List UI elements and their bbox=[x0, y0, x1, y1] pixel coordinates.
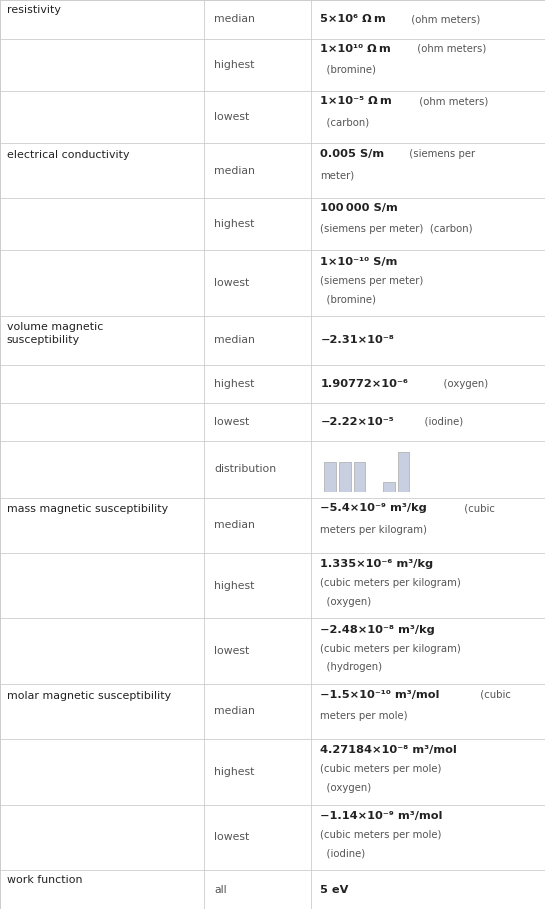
Text: 1×10¹⁰ Ω m: 1×10¹⁰ Ω m bbox=[320, 44, 391, 54]
Text: highest: highest bbox=[214, 219, 255, 229]
Text: (cubic: (cubic bbox=[477, 690, 511, 700]
Text: meters per mole): meters per mole) bbox=[320, 712, 408, 722]
Text: −2.48×10⁻⁸ m³/kg: −2.48×10⁻⁸ m³/kg bbox=[320, 624, 435, 634]
Text: 4.27184×10⁻⁸ m³/mol: 4.27184×10⁻⁸ m³/mol bbox=[320, 745, 457, 755]
Text: 1.90772×10⁻⁶: 1.90772×10⁻⁶ bbox=[320, 379, 408, 389]
Text: 5 eV: 5 eV bbox=[320, 884, 349, 894]
Text: lowest: lowest bbox=[214, 112, 250, 122]
Text: (cubic: (cubic bbox=[461, 504, 495, 514]
Text: median: median bbox=[214, 335, 255, 345]
Text: (cubic meters per kilogram): (cubic meters per kilogram) bbox=[320, 578, 461, 588]
Text: (carbon): (carbon) bbox=[320, 117, 370, 127]
Text: (siemens per meter)  (carbon): (siemens per meter) (carbon) bbox=[320, 225, 473, 235]
Text: median: median bbox=[214, 165, 255, 175]
Text: (bromine): (bromine) bbox=[320, 295, 377, 305]
Text: lowest: lowest bbox=[214, 833, 250, 843]
Text: (oxygen): (oxygen) bbox=[320, 597, 372, 607]
Text: work function: work function bbox=[7, 874, 82, 884]
Text: (ohm meters): (ohm meters) bbox=[408, 15, 480, 25]
Text: meter): meter) bbox=[320, 171, 355, 181]
Text: highest: highest bbox=[214, 766, 255, 776]
Text: (cubic meters per mole): (cubic meters per mole) bbox=[320, 830, 442, 840]
Text: median: median bbox=[214, 520, 255, 530]
Text: (hydrogen): (hydrogen) bbox=[320, 663, 383, 673]
Text: (iodine): (iodine) bbox=[320, 849, 366, 859]
Text: lowest: lowest bbox=[214, 278, 250, 288]
Text: 1×10⁻⁵ Ω m: 1×10⁻⁵ Ω m bbox=[320, 96, 392, 106]
Text: (oxygen): (oxygen) bbox=[320, 783, 372, 793]
Text: mass magnetic susceptibility: mass magnetic susceptibility bbox=[7, 504, 168, 514]
Text: highest: highest bbox=[214, 60, 255, 70]
Text: (ohm meters): (ohm meters) bbox=[416, 96, 488, 106]
Text: resistivity: resistivity bbox=[7, 5, 60, 15]
Text: 100 000 S/m: 100 000 S/m bbox=[320, 204, 398, 214]
Text: volume magnetic
susceptibility: volume magnetic susceptibility bbox=[7, 322, 103, 345]
Text: all: all bbox=[214, 884, 227, 894]
Text: −1.14×10⁻⁹ m³/mol: −1.14×10⁻⁹ m³/mol bbox=[320, 811, 443, 821]
Text: 0.005 S/m: 0.005 S/m bbox=[320, 149, 385, 159]
Text: (cubic meters per kilogram): (cubic meters per kilogram) bbox=[320, 644, 461, 654]
Text: lowest: lowest bbox=[214, 416, 250, 426]
Text: −5.4×10⁻⁹ m³/kg: −5.4×10⁻⁹ m³/kg bbox=[320, 504, 427, 514]
Text: distribution: distribution bbox=[214, 464, 276, 474]
Text: (siemens per meter): (siemens per meter) bbox=[320, 275, 424, 285]
Text: (bromine): (bromine) bbox=[320, 65, 377, 75]
Text: (oxygen): (oxygen) bbox=[437, 379, 488, 389]
Text: highest: highest bbox=[214, 379, 255, 389]
Text: (siemens per: (siemens per bbox=[406, 149, 475, 159]
Text: electrical conductivity: electrical conductivity bbox=[7, 150, 129, 160]
Text: 1×10⁻¹⁰ S/m: 1×10⁻¹⁰ S/m bbox=[320, 256, 398, 266]
Text: (iodine): (iodine) bbox=[419, 416, 464, 426]
Text: median: median bbox=[214, 706, 255, 716]
Text: meters per kilogram): meters per kilogram) bbox=[320, 525, 427, 535]
Text: (ohm meters): (ohm meters) bbox=[415, 44, 487, 54]
Text: highest: highest bbox=[214, 581, 255, 591]
Text: molar magnetic susceptibility: molar magnetic susceptibility bbox=[7, 691, 171, 701]
Text: 1.335×10⁻⁶ m³/kg: 1.335×10⁻⁶ m³/kg bbox=[320, 559, 434, 569]
Text: −2.22×10⁻⁵: −2.22×10⁻⁵ bbox=[320, 416, 394, 426]
Text: −2.31×10⁻⁸: −2.31×10⁻⁸ bbox=[320, 335, 395, 345]
Text: (cubic meters per mole): (cubic meters per mole) bbox=[320, 764, 442, 774]
Text: −1.5×10⁻¹⁰ m³/mol: −1.5×10⁻¹⁰ m³/mol bbox=[320, 690, 440, 700]
Text: median: median bbox=[214, 15, 255, 25]
Text: lowest: lowest bbox=[214, 646, 250, 656]
Text: 5×10⁶ Ω m: 5×10⁶ Ω m bbox=[320, 15, 386, 25]
